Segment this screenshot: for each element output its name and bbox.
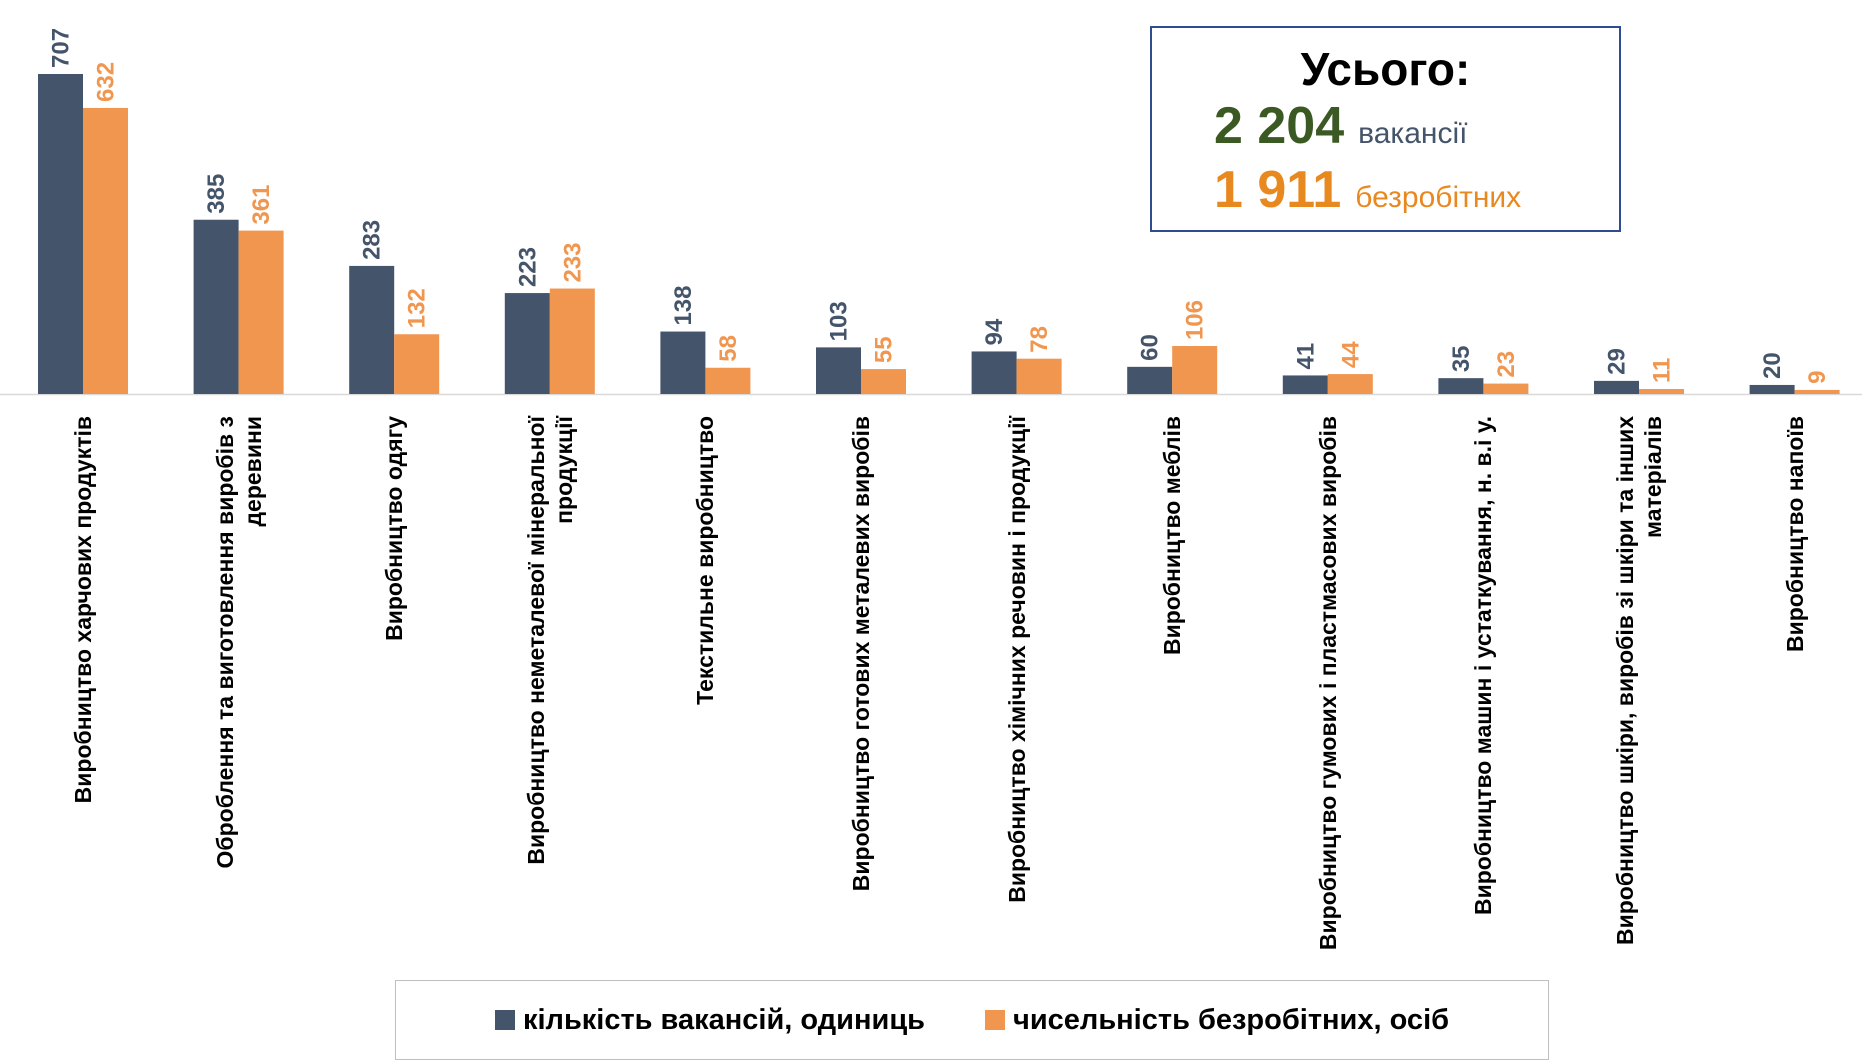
value-label: 23 — [1493, 351, 1520, 378]
bar — [504, 293, 550, 394]
value-label: 20 — [1759, 352, 1786, 379]
value-label: 94 — [981, 318, 1008, 345]
category-label: Текстильне виробництво — [692, 416, 719, 705]
bar — [1438, 378, 1484, 394]
value-label: 138 — [670, 285, 697, 325]
category-label: Виробництво готових металевих виробів — [848, 416, 874, 892]
value-label: 385 — [203, 174, 230, 214]
value-label: 55 — [871, 336, 898, 363]
bar — [971, 351, 1017, 394]
category-label: Виробництво шкіри, виробів зі шкіри та і… — [1612, 416, 1666, 945]
value-label: 58 — [715, 335, 742, 362]
bar — [1127, 366, 1173, 394]
legend-label: чисельність безробітних, осіб — [1013, 1003, 1450, 1036]
value-label: 9 — [1804, 371, 1831, 384]
legend-item: кількість вакансій, одиниць — [494, 1003, 925, 1037]
legend-swatch — [494, 1010, 515, 1030]
bar — [660, 331, 706, 394]
category-label: Оброблення та виготовлення виробів з дер… — [211, 416, 266, 869]
value-label: 78 — [1026, 326, 1053, 353]
category-label: Виробництво харчових продуктів — [70, 416, 96, 804]
bar — [1794, 389, 1840, 394]
bar — [1594, 380, 1639, 394]
total-vacancies-row: 2 204 вакансії — [1214, 96, 1467, 156]
total-vacancies: 2 204 — [1214, 97, 1345, 155]
bar — [816, 347, 861, 394]
value-label: 35 — [1448, 345, 1475, 372]
value-label: 41 — [1292, 343, 1319, 370]
category-label: Виробництво машин і устаткування, н. в.і… — [1470, 416, 1497, 916]
value-label: 60 — [1137, 334, 1164, 361]
total-unemployed-row: 1 911 безробітних — [1214, 160, 1521, 220]
category-label: Виробництво неметалевої мінеральної прод… — [522, 416, 577, 865]
bar — [1327, 374, 1373, 394]
legend-item: чисельність безробітних, осіб — [985, 1004, 1449, 1037]
value-label: 632 — [93, 62, 120, 102]
bar — [349, 265, 395, 394]
legend-label: кількість вакансій, одиниць — [522, 1003, 925, 1036]
bar — [1483, 383, 1529, 394]
value-label: 11 — [1649, 358, 1676, 383]
category-label: Виробництво одягу — [381, 416, 408, 641]
bar — [705, 367, 751, 394]
value-label: 29 — [1604, 348, 1631, 375]
category-label: Виробництво хімічних речовин і продукції — [1003, 416, 1030, 903]
bar — [549, 288, 595, 394]
value-label: 103 — [826, 301, 853, 341]
bar — [83, 107, 128, 394]
value-label: 233 — [559, 242, 586, 282]
category-label: Виробництво меблів — [1159, 416, 1186, 656]
value-label: 361 — [248, 185, 275, 225]
legend-swatch — [985, 1010, 1005, 1030]
bar — [1749, 384, 1795, 394]
legend: кількість вакансій, одиниць чисельність б… — [395, 980, 1549, 1060]
bar — [1639, 389, 1684, 394]
value-label: 44 — [1337, 341, 1364, 368]
bar — [38, 74, 83, 394]
bar — [193, 219, 239, 394]
total-box: Усього: 2 204 вакансії 1 911 безробітних — [1150, 26, 1621, 232]
category-label: Виробництво напоїв — [1781, 416, 1808, 652]
bar — [1172, 346, 1218, 394]
total-title: Усього: — [1300, 43, 1471, 95]
total-unemployed: 1 911 — [1214, 161, 1342, 219]
value-label: 283 — [359, 220, 386, 260]
bar — [861, 369, 906, 394]
bar — [394, 334, 440, 394]
total-vacancies-label: вакансії — [1358, 117, 1468, 150]
value-label: 223 — [514, 247, 541, 287]
bar — [1016, 358, 1062, 394]
bar — [1282, 375, 1328, 394]
value-label: 106 — [1182, 300, 1209, 340]
total-unemployed-label: безробітних — [1355, 181, 1522, 214]
value-label: 707 — [48, 28, 75, 68]
value-label: 132 — [404, 288, 431, 328]
category-label: Виробництво гумових і пластмасових вироб… — [1314, 416, 1341, 951]
bar — [238, 230, 284, 394]
